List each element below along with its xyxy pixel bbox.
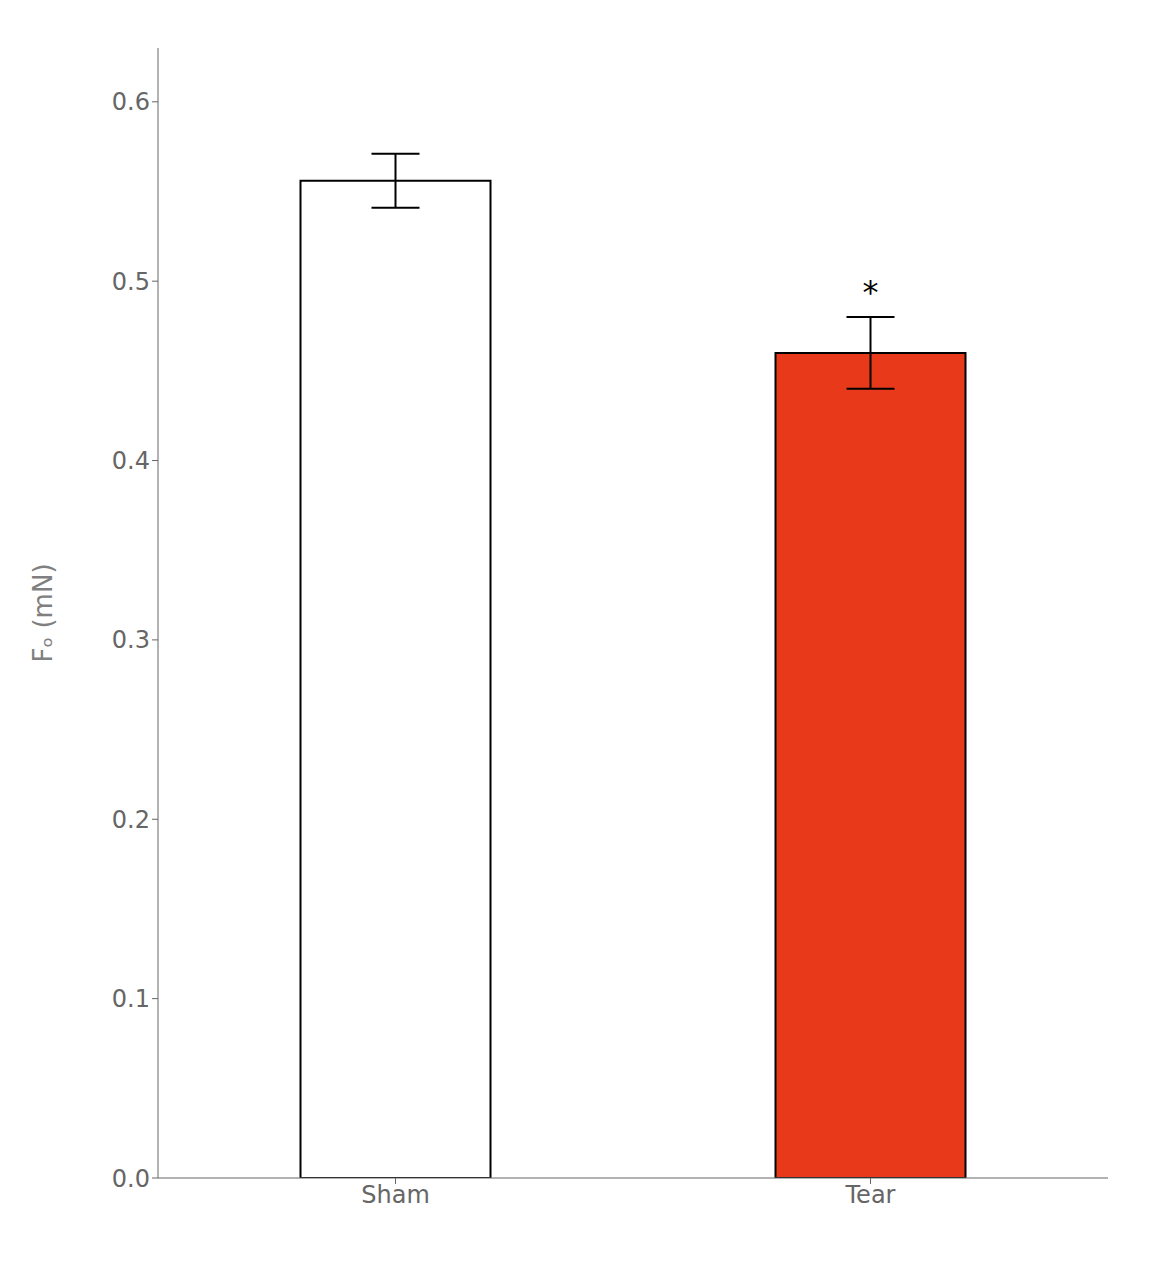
svg-text:0.0: 0.0 (112, 1165, 150, 1193)
svg-text:Sham: Sham (361, 1181, 430, 1209)
svg-text:*: * (863, 273, 879, 311)
svg-text:Fₒ (mN): Fₒ (mN) (28, 563, 58, 662)
svg-text:0.3: 0.3 (112, 626, 150, 654)
svg-text:0.2: 0.2 (112, 806, 150, 834)
svg-text:0.1: 0.1 (112, 985, 150, 1013)
svg-text:0.6: 0.6 (112, 88, 150, 116)
svg-text:0.4: 0.4 (112, 447, 150, 475)
svg-text:0.5: 0.5 (112, 268, 150, 296)
svg-text:Tear: Tear (845, 1181, 896, 1209)
